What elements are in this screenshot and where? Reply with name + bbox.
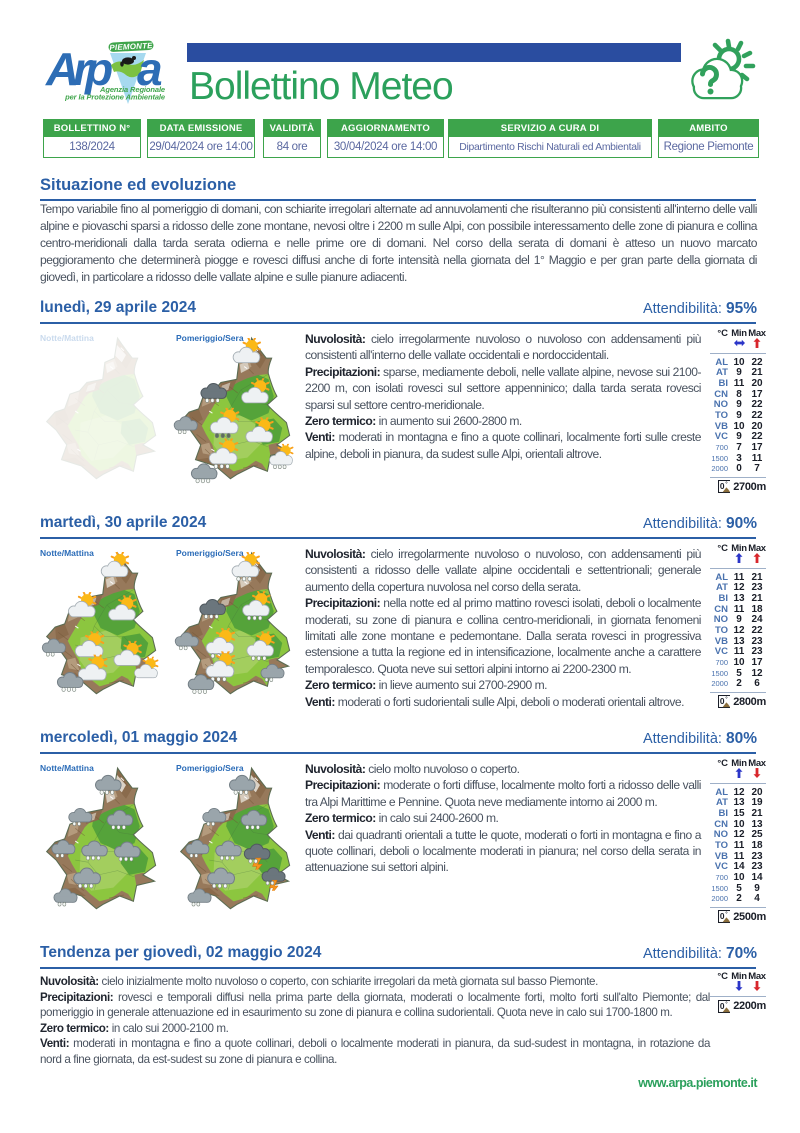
svg-text:PIEMONTE: PIEMONTE (109, 41, 153, 52)
svg-text:Agenzia Regionale: Agenzia Regionale (99, 85, 165, 94)
svg-text:Arp: Arp (45, 43, 112, 95)
svg-text:per la Protezione Ambientale: per la Protezione Ambientale (64, 93, 165, 102)
